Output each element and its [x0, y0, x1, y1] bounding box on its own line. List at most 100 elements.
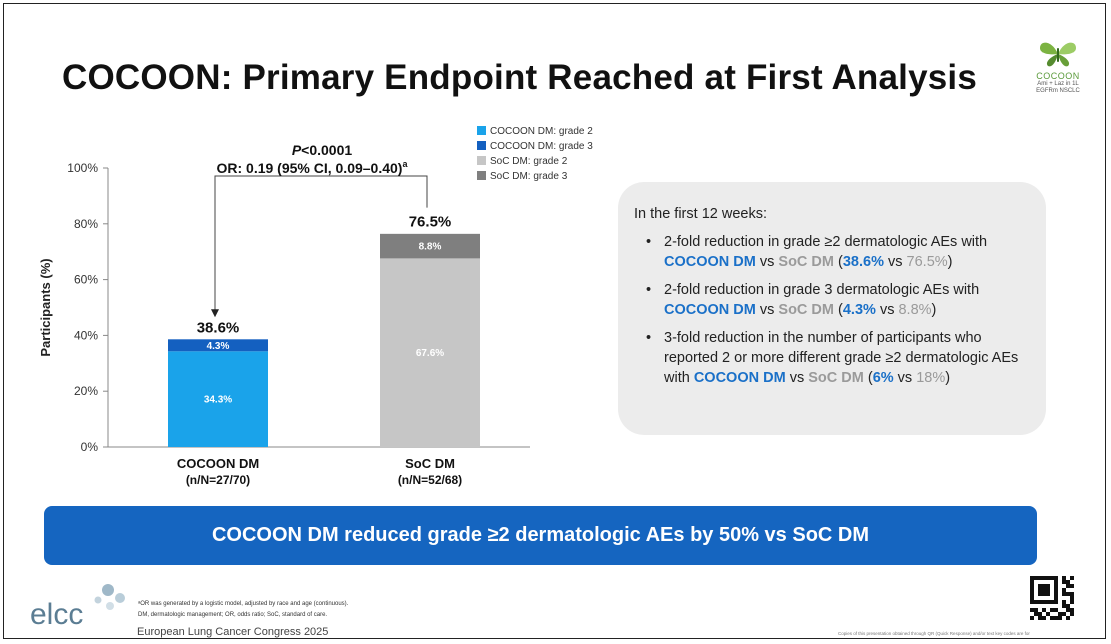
bullet-text: 3-fold reduction in the number of partic…: [664, 330, 1019, 386]
qr-module: [1054, 608, 1058, 612]
bar-segment-label: 8.8%: [419, 242, 442, 253]
qr-module: [1066, 580, 1070, 584]
vs-text: vs: [755, 302, 779, 318]
cocoon-value: 38.6%: [842, 254, 884, 270]
butterfly-icon: [1040, 42, 1076, 67]
qr-module: [1030, 584, 1034, 588]
bar-segment: [168, 351, 268, 447]
y-tick-label: 80%: [74, 217, 98, 231]
bracket-arrowhead: [211, 309, 219, 318]
panel-intro: In the first 12 weeks:: [634, 206, 767, 222]
qr-module: [1030, 576, 1034, 580]
cocoon-dm-highlight: COCOON DM: [664, 254, 756, 270]
vs-text: vs: [785, 370, 809, 386]
qr-module: [1034, 612, 1038, 616]
cocoon-logo: COCOON Ami + Laz in 1L EGFRm NSCLC: [1028, 38, 1088, 95]
y-tick-label: 40%: [74, 328, 98, 342]
bar-segment: [380, 258, 480, 447]
qr-code-icon[interactable]: [1030, 576, 1074, 620]
qr-module: [1062, 576, 1066, 580]
bar-total-label: 38.6%: [197, 319, 240, 336]
panel-bullet: 3-fold reduction in the number of partic…: [634, 328, 1028, 388]
bar-segment: [168, 339, 268, 352]
qr-module: [1054, 588, 1058, 592]
qr-module: [1034, 600, 1038, 604]
qr-module: [1058, 616, 1062, 620]
qr-module: [1070, 576, 1074, 580]
qr-module: [1070, 608, 1074, 612]
footnote-line-1: ᵃOR was generated by a logistic model, a…: [138, 601, 349, 607]
qr-module: [1038, 616, 1042, 620]
qr-module: [1038, 584, 1042, 588]
logo-subtitle-2: EGFRm NSCLC: [1036, 88, 1080, 94]
qr-module: [1030, 608, 1034, 612]
bar-segment-label: 67.6%: [416, 348, 444, 359]
footnote: ᵃOR was generated by a logistic model, a…: [138, 599, 348, 621]
qr-module: [1066, 608, 1070, 612]
legend-swatch: [477, 171, 486, 180]
qr-module: [1046, 592, 1050, 596]
category-label: SoC DM: [405, 456, 455, 471]
congress-name: European Lung Cancer Congress 2025: [137, 626, 329, 638]
qr-module: [1042, 588, 1046, 592]
qr-module: [1070, 612, 1074, 616]
y-tick-label: 100%: [67, 161, 98, 175]
qr-module: [1062, 600, 1066, 604]
soc-dm-highlight: SoC DM: [778, 254, 834, 270]
qr-module: [1070, 600, 1074, 604]
qr-module: [1038, 592, 1042, 596]
qr-module: [1034, 576, 1038, 580]
logo-subtitle-1: Ami + Laz in 1L: [1037, 81, 1079, 87]
qr-module: [1030, 588, 1034, 592]
paren-close: ): [947, 254, 953, 270]
qr-module: [1030, 580, 1034, 584]
key-finding-banner: COCOON DM reduced grade ≥2 dermatologic …: [44, 506, 1037, 565]
qr-module: [1038, 600, 1042, 604]
qr-module: [1046, 588, 1050, 592]
qr-module: [1054, 600, 1058, 604]
legend-swatch: [477, 141, 486, 150]
y-axis-label: Participants (%): [38, 258, 53, 356]
elcc-logo: elcc: [30, 580, 130, 635]
panel-bullet-list: 2-fold reduction in grade ≥2 dermatologi…: [634, 232, 1028, 388]
qr-module: [1042, 600, 1046, 604]
cocoon-value: 4.3%: [842, 302, 876, 318]
qr-module: [1042, 592, 1046, 596]
soc-value: 76.5%: [906, 254, 948, 270]
paren-open: (: [863, 370, 873, 386]
qr-module: [1030, 596, 1034, 600]
qr-module: [1030, 616, 1034, 620]
qr-module: [1062, 580, 1066, 584]
qr-module: [1062, 592, 1066, 596]
logo-wordmark: COCOON: [1036, 71, 1080, 81]
qr-module: [1054, 580, 1058, 584]
qr-module: [1050, 600, 1054, 604]
paren-open: (: [834, 254, 843, 270]
legend-label: SoC DM: grade 2: [490, 156, 568, 167]
category-label: COCOON DM: [177, 456, 259, 471]
qr-module: [1066, 584, 1070, 588]
category-sublabel: (n/N=52/68): [398, 473, 462, 487]
qr-module: [1046, 612, 1050, 616]
qr-module: [1070, 592, 1074, 596]
qr-module: [1066, 616, 1070, 620]
qr-module: [1050, 616, 1054, 620]
elcc-mark-icon: elcc: [30, 584, 125, 631]
elcc-wordmark: elcc: [30, 598, 83, 630]
qr-module: [1034, 608, 1038, 612]
legend-swatch: [477, 156, 486, 165]
bar-segment-label: 4.3%: [207, 341, 230, 352]
bar-segment-label: 34.3%: [204, 395, 232, 406]
soc-dm-highlight: SoC DM: [778, 302, 834, 318]
paren-close: ): [945, 370, 951, 386]
slide-title: COCOON: Primary Endpoint Reached at Firs…: [62, 58, 978, 97]
vs-text: vs: [893, 370, 917, 386]
p-value-label: P<0.0001: [292, 142, 353, 158]
bullet-text: 2-fold reduction in grade 3 dermatologic…: [664, 282, 980, 298]
vs-text: vs: [755, 254, 779, 270]
qr-module: [1030, 592, 1034, 596]
qr-module: [1062, 604, 1066, 608]
legend-label: COCOON DM: grade 2: [490, 126, 593, 137]
paren-open: (: [834, 302, 843, 318]
odds-ratio-label: OR: 0.19 (95% CI, 0.09–0.40)a: [216, 159, 408, 176]
